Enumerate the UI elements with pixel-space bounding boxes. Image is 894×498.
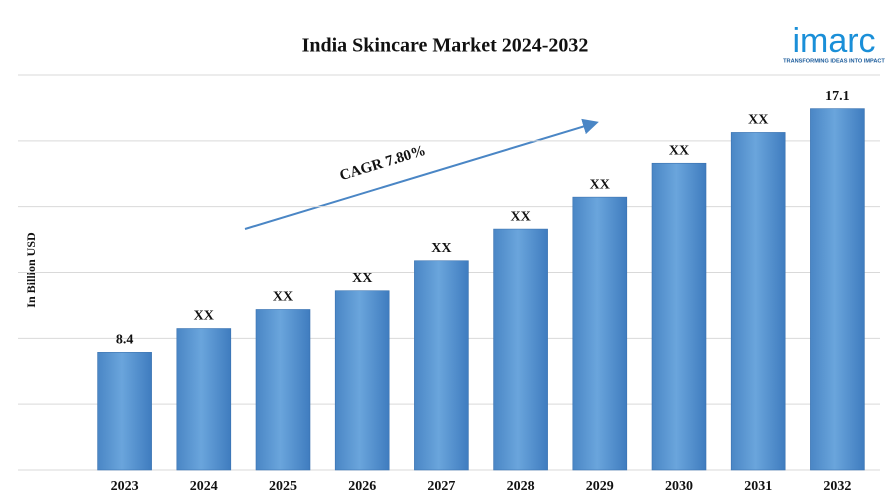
bar [572,196,628,471]
bar [414,260,469,471]
value-label: 17.1 [825,89,850,104]
value-label: XX [669,143,689,158]
value-label: XX [748,113,768,128]
cagr-arrow [244,118,599,230]
x-tick-label: 2023 [111,479,139,494]
bar [334,290,390,471]
bar [255,309,311,471]
bar [810,108,865,471]
y-axis-label: In Billion USD [24,232,38,308]
chart-title: India Skincare Market 2024-2032 [302,35,589,57]
value-label: XX [352,271,372,286]
bar [730,132,786,471]
value-label: 8.4 [116,333,134,348]
value-label: XX [431,241,451,256]
x-tick-label: 2024 [190,479,218,494]
logo-name: imarc [792,22,875,60]
value-label: XX [194,309,214,324]
x-tick-label: 2032 [823,479,851,494]
x-tick-label: 2029 [586,479,614,494]
bar [493,228,548,471]
x-tick-label: 2027 [427,479,455,494]
bar [97,352,152,471]
value-label: XX [510,209,530,224]
bar [176,328,232,471]
plot-area: 2023 8.4 2024 XX 2025 XX 2026 XX 2027 XX 2028 XX 202… [18,74,880,494]
x-tick-label: 2028 [507,479,535,494]
x-tick-label: 2031 [744,479,772,494]
x-tick-label: 2030 [665,479,693,494]
value-label: XX [590,177,610,192]
x-tick-label: 2026 [348,479,376,494]
x-tick-label: 2025 [269,479,297,494]
value-label: XX [273,290,293,305]
bar [651,162,707,471]
logo-tagline: TRANSFORMING IDEAS INTO IMPACT [783,58,885,64]
